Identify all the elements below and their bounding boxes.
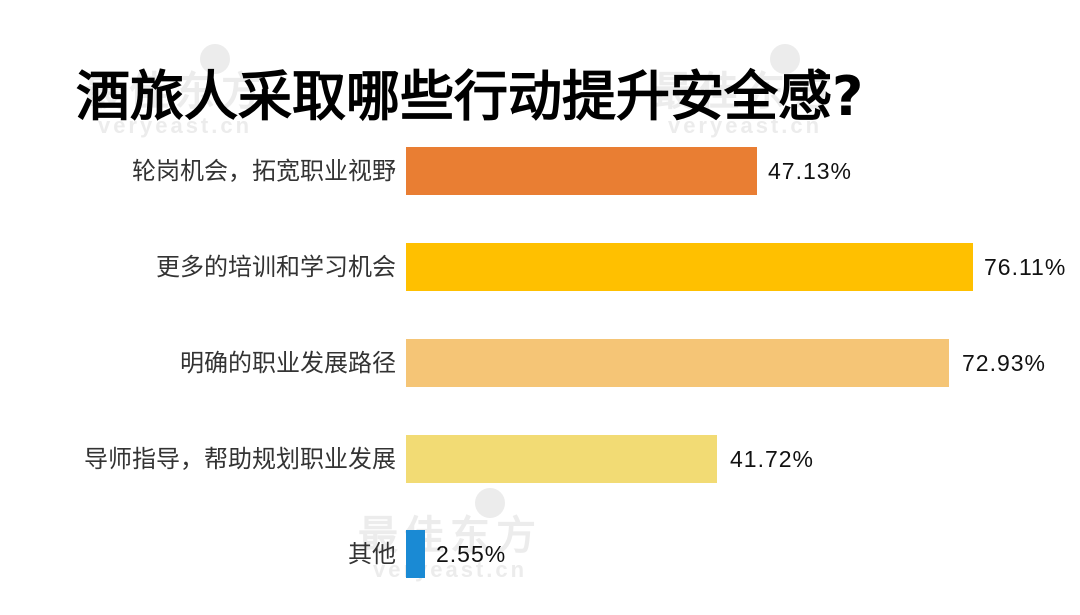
category-label: 其他 [348,540,396,568]
bar-row: 轮岗机会，拓宽职业视野 47.13% [0,147,1080,195]
category-label: 导师指导，帮助规划职业发展 [84,445,396,473]
value-label: 47.13% [768,158,853,184]
bar-row: 其他 2.55% [0,530,1080,578]
value-label: 41.72% [730,446,815,472]
bar [406,339,949,387]
bar-row: 明确的职业发展路径 72.93% [0,339,1080,387]
category-label: 更多的培训和学习机会 [156,253,396,281]
value-label: 76.11% [984,254,1067,280]
value-label: 72.93% [962,350,1047,376]
bar-row: 更多的培训和学习机会 76.11% [0,243,1080,291]
bar [406,435,717,483]
bar-row: 导师指导，帮助规划职业发展 41.72% [0,435,1080,483]
value-label: 2.55% [436,541,507,567]
bar [406,147,757,195]
chart-title: 酒旅人采取哪些行动提升安全感? [76,65,864,128]
category-label: 轮岗机会，拓宽职业视野 [132,157,396,185]
category-label: 明确的职业发展路径 [180,349,396,377]
bar [406,243,973,291]
bar [406,530,425,578]
